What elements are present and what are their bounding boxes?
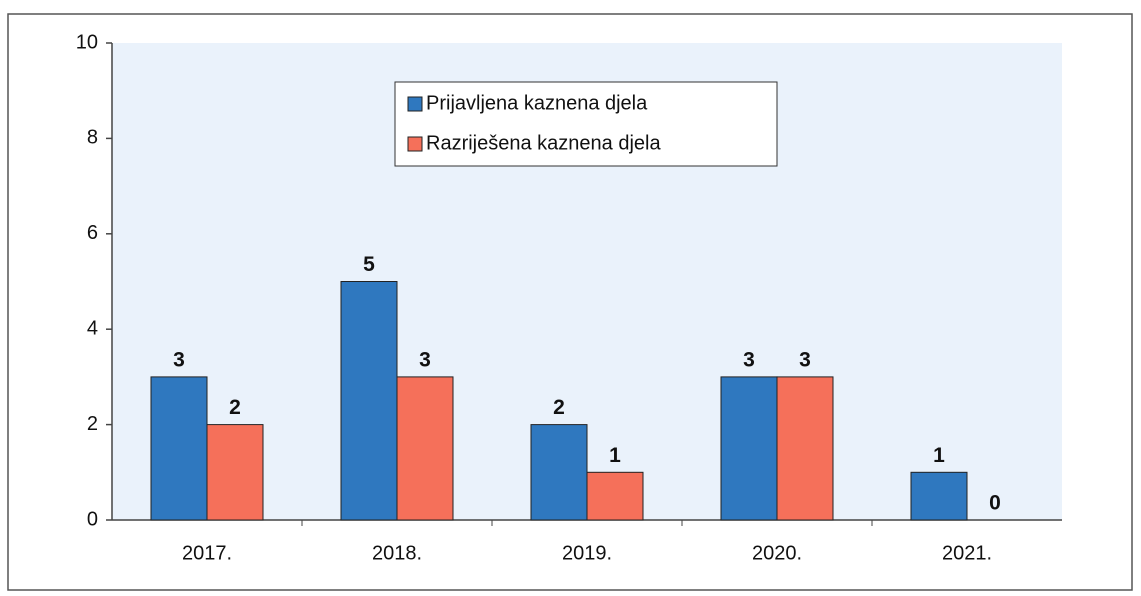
bar bbox=[530, 424, 588, 521]
x-tick-label: 2021. bbox=[942, 542, 992, 564]
x-tick-label: 2019. bbox=[562, 542, 612, 564]
y-tick-label: 6 bbox=[87, 222, 98, 244]
legend-swatch bbox=[407, 96, 423, 112]
legend-swatch bbox=[407, 136, 423, 152]
data-label: 3 bbox=[743, 348, 755, 371]
bar bbox=[776, 376, 834, 521]
legend-box bbox=[394, 81, 778, 167]
bar bbox=[396, 376, 454, 521]
data-label: 3 bbox=[799, 348, 811, 371]
data-label: 0 bbox=[989, 492, 1001, 515]
bar bbox=[720, 376, 778, 521]
legend-label: Prijavljena kaznena djela bbox=[426, 92, 648, 114]
bar bbox=[150, 376, 208, 521]
y-tick-label: 10 bbox=[76, 31, 98, 53]
data-label: 3 bbox=[173, 348, 185, 371]
x-tick-label: 2020. bbox=[752, 542, 802, 564]
data-label: 2 bbox=[229, 396, 241, 419]
x-tick-label: 2017. bbox=[182, 542, 232, 564]
bar bbox=[586, 471, 644, 521]
data-label: 3 bbox=[419, 348, 431, 371]
data-label: 2 bbox=[553, 396, 565, 419]
data-label: 1 bbox=[933, 444, 945, 467]
legend bbox=[394, 81, 778, 167]
x-tick-label: 2018. bbox=[372, 542, 422, 564]
data-label: 5 bbox=[363, 253, 375, 276]
bar bbox=[910, 471, 968, 521]
legend-label: Razriješena kaznena djela bbox=[426, 132, 661, 154]
y-tick-label: 4 bbox=[87, 317, 98, 339]
bar bbox=[206, 424, 264, 521]
y-tick-label: 8 bbox=[87, 127, 98, 149]
y-tick-label: 0 bbox=[87, 508, 98, 530]
data-label: 1 bbox=[609, 444, 621, 467]
bar bbox=[340, 281, 398, 521]
y-tick-label: 2 bbox=[87, 413, 98, 435]
